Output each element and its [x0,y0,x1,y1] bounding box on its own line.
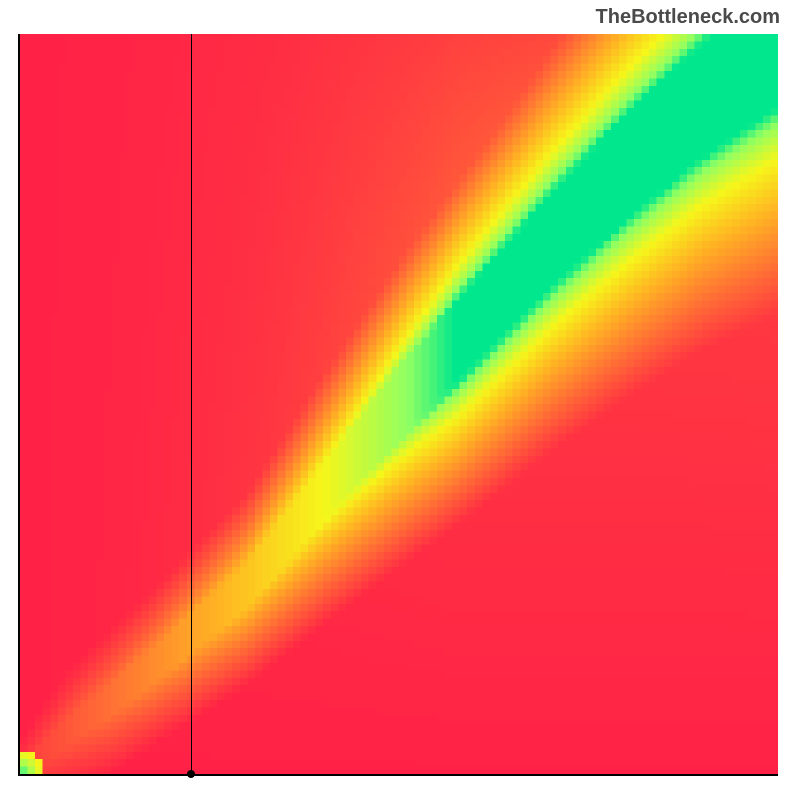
attribution-text: TheBottleneck.com [596,6,780,29]
marker-vertical-line [191,34,192,774]
plot-area [18,34,778,776]
marker-dot [187,770,195,778]
bottleneck-heatmap [20,34,778,774]
